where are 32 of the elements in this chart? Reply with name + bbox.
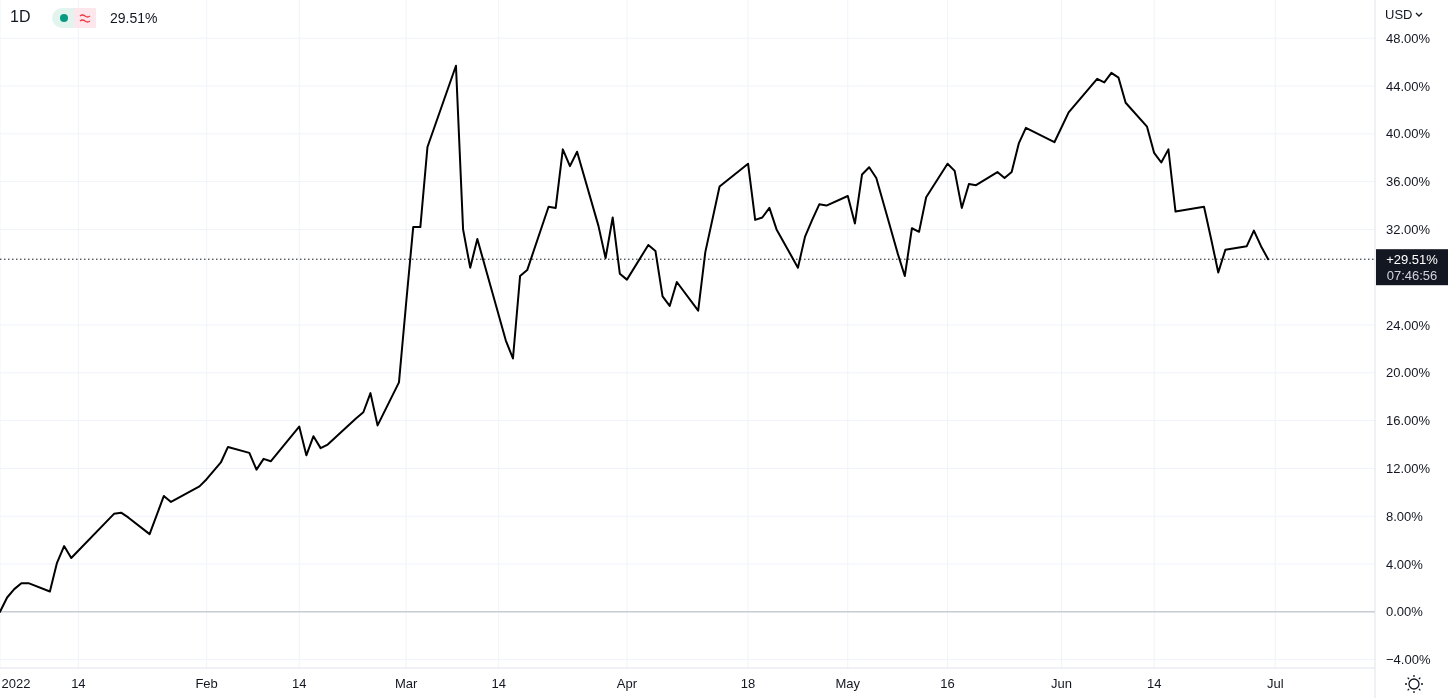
- x-tick-label: Jul: [1266, 676, 1284, 691]
- x-tick-label: 2022: [1, 676, 31, 691]
- x-tick-label: Apr: [616, 676, 638, 691]
- y-tick-label: 24.00%: [1386, 317, 1431, 333]
- line-series: [0, 64, 1270, 613]
- text: 07:46:56: [1386, 267, 1438, 283]
- y-tick-label: 48.00%: [1386, 30, 1431, 46]
- text: USD: [1385, 7, 1413, 22]
- y-tick-label: 36.00%: [1386, 174, 1431, 190]
- y-tick-label: 16.00%: [1386, 413, 1431, 429]
- y-tick-label: 40.00%: [1386, 126, 1431, 142]
- y-tick-label: 0.00%: [1386, 604, 1424, 620]
- y-tick-label: 4.00%: [1386, 556, 1424, 572]
- x-tick-label: 18: [740, 676, 756, 691]
- ref-line-label: +29.51%: [1386, 251, 1439, 267]
- x-tick-label: May: [835, 676, 861, 691]
- x-tick-label: 14: [491, 676, 506, 691]
- x-tick-label: 14: [1146, 676, 1162, 691]
- x-tick-label: Jun: [1051, 676, 1073, 691]
- x-tick-label: Feb: [195, 676, 218, 691]
- x-tick-label: 14: [71, 676, 86, 691]
- y-tick-label: 20.00%: [1386, 365, 1431, 381]
- annotation: 29.51%: [110, 10, 158, 26]
- y-tick-label: 8.00%: [1386, 508, 1424, 524]
- y-tick-label: −4.00%: [1386, 652, 1431, 668]
- x-tick-label: Mar: [394, 676, 418, 691]
- x-tick-label: 16: [940, 676, 955, 691]
- y-tick-label: 44.00%: [1386, 78, 1431, 94]
- annotation: 1D: [10, 8, 31, 25]
- x-tick-label: 14: [291, 676, 307, 691]
- y-tick-label: 12.00%: [1386, 460, 1431, 476]
- y-tick-label: 32.00%: [1386, 221, 1431, 237]
